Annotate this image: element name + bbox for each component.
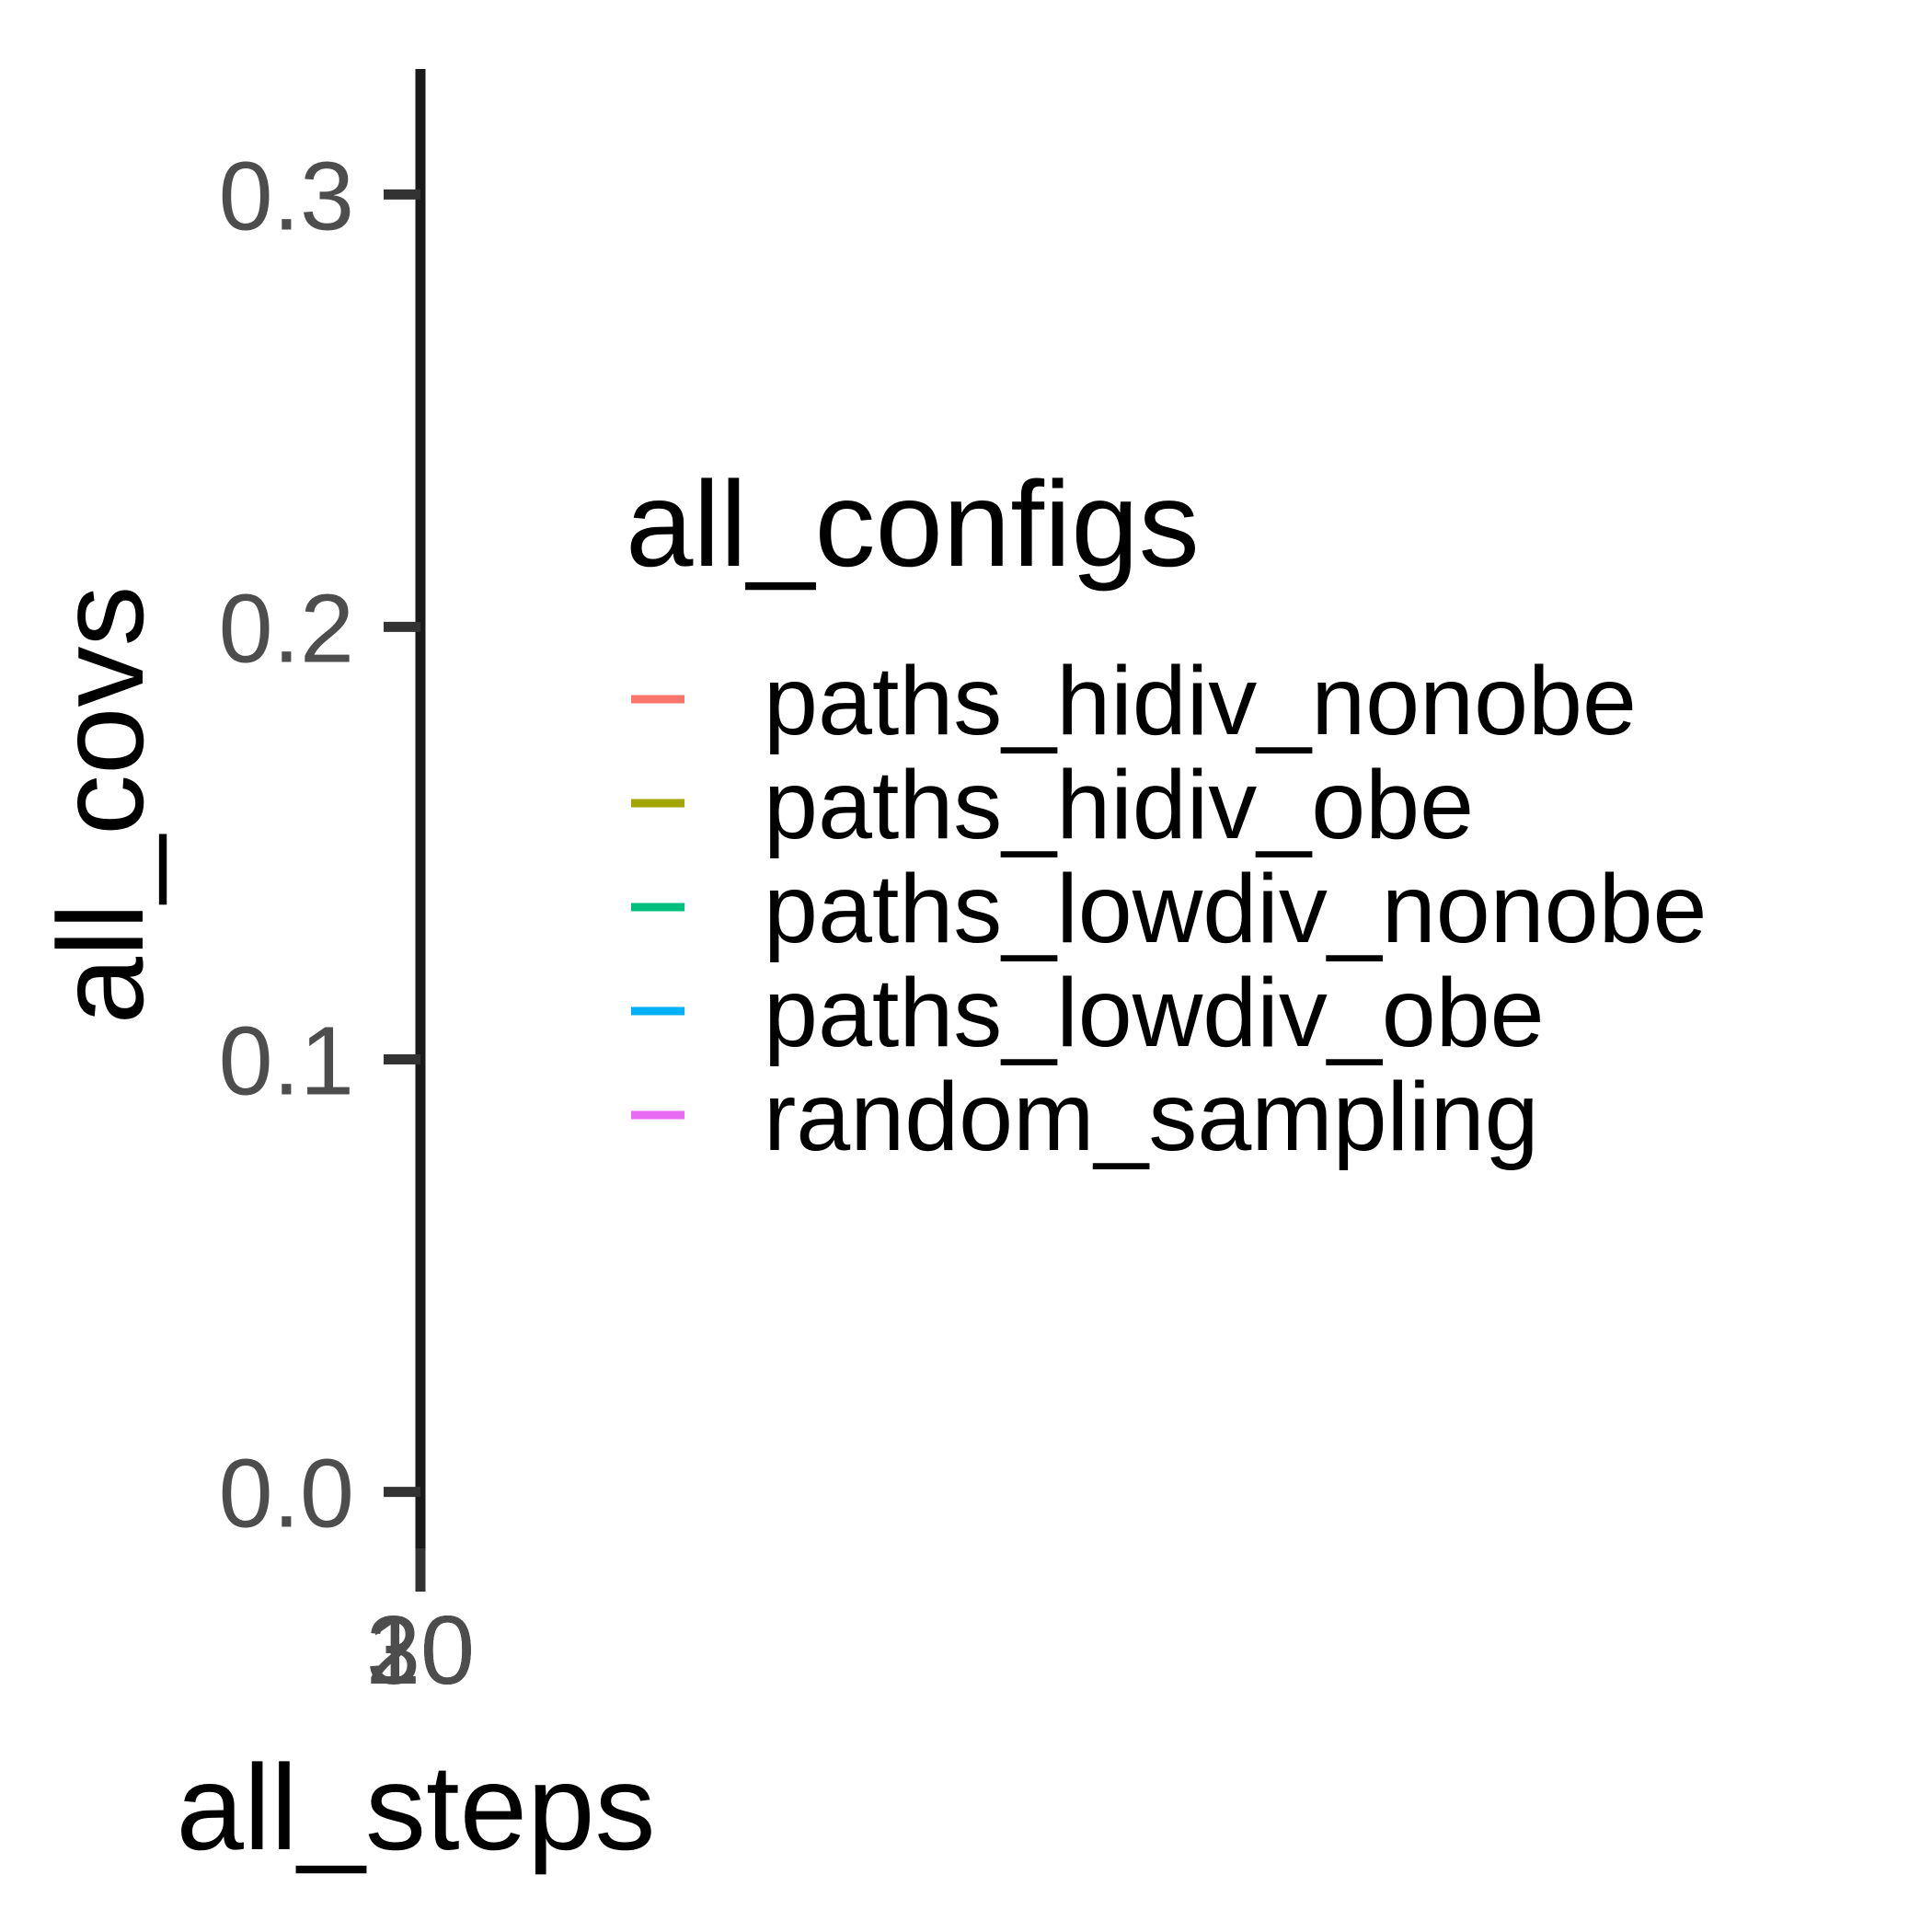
y-axis: 0.0 0.1 0.2 0.3 <box>219 69 426 1592</box>
legend-label: random_sampling <box>764 1063 1539 1171</box>
y-tick-label: 0.0 <box>219 1440 354 1548</box>
x-tick-label: 20 <box>366 1596 475 1705</box>
y-tick-label: 0.3 <box>219 142 354 250</box>
legend-label: paths_lowdiv_obe <box>764 959 1545 1067</box>
y-ticks <box>384 189 420 1498</box>
y-tick-labels: 0.0 0.1 0.2 0.3 <box>219 142 354 1547</box>
x-tick-label: 30 <box>366 1596 475 1705</box>
legend-label: paths_lowdiv_nonobe <box>764 855 1707 963</box>
y-axis-title: all_covs <box>33 586 168 1025</box>
y-tick-label: 0.2 <box>219 574 354 683</box>
legend-items: paths_hidiv_nonobepaths_hidiv_obepaths_l… <box>631 647 1707 1171</box>
y-tick-label: 0.1 <box>219 1006 354 1115</box>
legend-title: all_configs <box>626 456 1200 592</box>
legend-label: paths_hidiv_obe <box>764 751 1474 859</box>
legend: all_configs paths_hidiv_nonobepaths_hidi… <box>626 456 1707 1171</box>
x-tick-label: 10 <box>366 1596 475 1705</box>
legend-label: paths_hidiv_nonobe <box>764 647 1637 755</box>
x-axis-title: all_steps <box>177 1740 656 1875</box>
